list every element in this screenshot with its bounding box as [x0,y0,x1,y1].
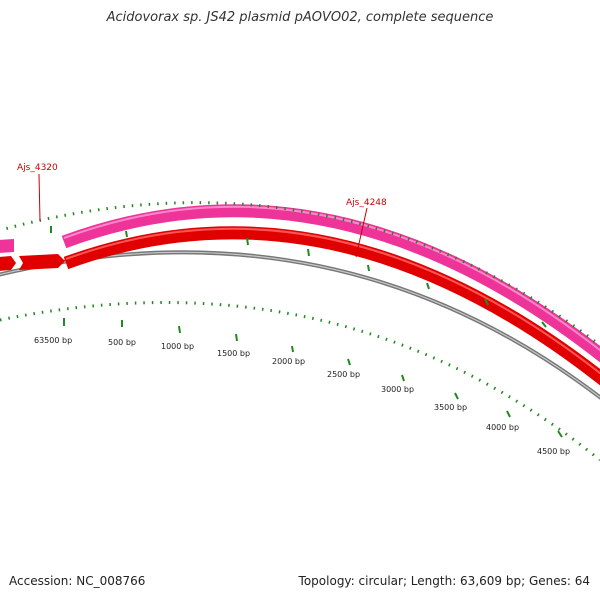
inner-major-tick [506,410,511,418]
gene-label-leader [38,173,41,222]
outer-major-tick [246,237,249,246]
inner-gene-track [63,226,600,386]
gene-label-ajs-4320: Ajs_4320 [17,163,58,173]
map-title: Acidovorax sp. JS42 plasmid pAOVO02, com… [106,10,494,25]
inner-major-tick [347,358,351,366]
outer-major-tick [307,248,310,257]
tick-label-2000: 2000 bp [272,357,305,366]
accession-text: Accession: NC_008766 [9,574,146,588]
gene-label-leader [355,207,368,258]
inner-major-tick [235,333,238,342]
inner-tick-ring [0,301,600,462]
inner-major-tick [291,345,294,353]
tick-label-3000: 3000 bp [381,385,414,394]
inner-major-tick [557,430,563,438]
outer-major-tick [484,298,489,306]
tick-label-63500: 63500 bp [34,336,72,345]
tick-label-1000: 1000 bp [161,342,194,351]
outer-major-tick [426,282,430,290]
tick-label-3500: 3500 bp [434,403,467,412]
plasmid-backbone [0,250,600,400]
tick-label-4000: 4000 bp [486,423,519,432]
gene-label-ajs-4248: Ajs_4248 [346,198,387,208]
tick-label-4500: 4500 bp [537,447,570,456]
gene-arrow [0,256,16,271]
tick-label-500: 500 bp [108,338,136,347]
topology-text: Topology: circular; Length: 63,609 bp; G… [298,574,590,588]
tick-label-1500: 1500 bp [217,349,250,358]
gene-arrow [19,254,65,270]
inner-major-tick [401,374,405,382]
outer-gene-track [61,204,600,363]
inner-major-tick [454,392,459,400]
tick-label-2500: 2500 bp [327,370,360,379]
inner-major-tick [178,325,181,334]
gene-block [0,239,14,253]
outer-major-tick [541,321,547,328]
outer-major-tick [125,230,128,238]
outer-major-tick [367,264,370,272]
outer-tick-ring [0,201,600,348]
